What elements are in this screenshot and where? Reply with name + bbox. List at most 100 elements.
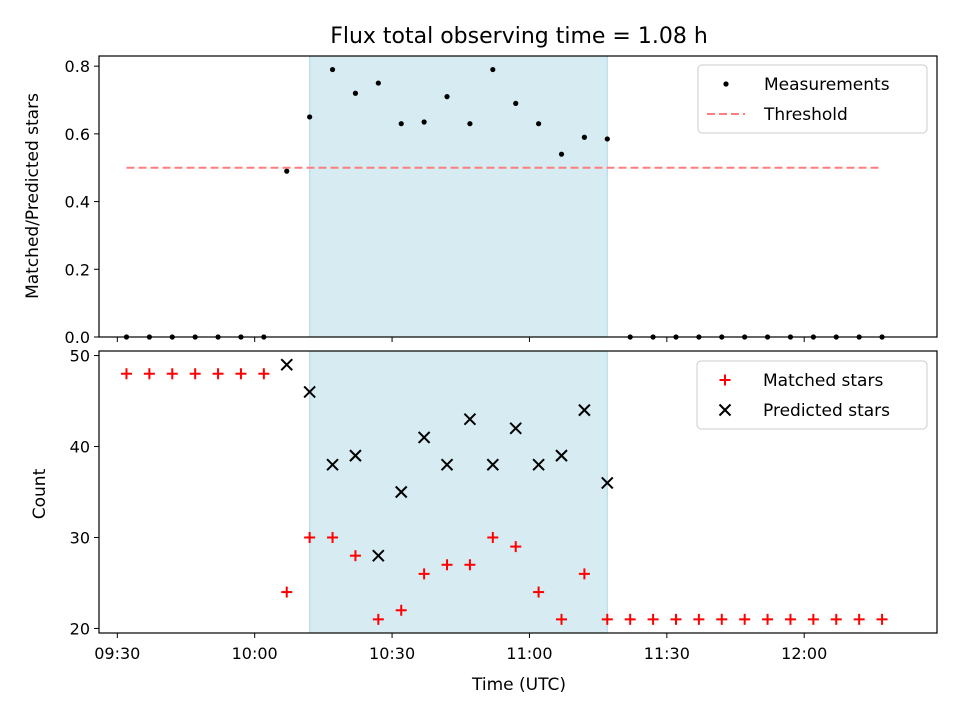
predicted-point [532,458,545,471]
matched-point [784,613,796,625]
measurement-point [536,121,542,127]
x-tick-label: 11:30 [644,644,690,663]
legend-label: Measurements [764,75,890,95]
y-tick-label: 0.8 [65,57,90,76]
x-axis-label: Time (UTC) [471,675,566,695]
measurement-point [444,94,450,100]
measurement-point [513,100,519,106]
predicted-point [395,485,408,499]
predicted-point [280,358,293,371]
axes-frame [98,55,938,338]
matched-point [739,613,751,625]
y-tick-label: 30 [70,528,90,547]
predicted-point [555,449,568,462]
matched-point [693,613,705,625]
matched-point [441,559,453,571]
matched-point [212,368,224,380]
measurement-point [352,90,359,96]
legend-box [697,64,928,134]
matched-point [304,531,316,543]
y-tick-label: 20 [70,619,90,638]
x-tick-label: 11:00 [506,644,552,663]
predicted-point [486,458,500,471]
axes-frame [98,350,938,634]
measurement-point [558,151,565,157]
measurement-point [329,66,336,73]
matched-point [166,368,178,380]
legend-box [696,360,928,430]
matched-point [716,613,728,625]
legend-label: Predicted stars [763,401,890,421]
predicted-point [601,476,614,490]
y-tick-label: 0.0 [65,328,90,347]
measurement-point [490,66,496,73]
matched-point [235,368,247,380]
chart-title: Flux total observing time = 1.08 h [330,24,708,49]
measurement-point [375,80,381,86]
matched-point [349,550,361,562]
matched-point [807,613,819,625]
y-tick-label: 0.6 [65,125,90,144]
matched-point [418,568,430,580]
measurement-point [421,119,427,125]
matched-point [143,368,155,380]
highlight-span [309,350,608,634]
matched-point [853,613,865,625]
x-tick-label: 09:30 [94,644,140,663]
x-tick-label: 10:30 [369,644,415,663]
predicted-point [509,422,522,435]
predicted-point [303,385,316,399]
matched-point [556,613,568,625]
matched-point [258,368,270,380]
matched-point [510,541,522,553]
legend: Measurements Threshold [697,64,928,134]
matched-point [670,613,682,625]
matched-point [830,613,842,625]
predicted-point [440,458,454,471]
highlight-span [309,55,608,338]
predicted-point [578,403,591,417]
predicted-point [372,549,385,562]
y-tick-label: 40 [70,438,90,457]
y-tick-label: 0.4 [65,193,90,212]
legend-measurement-marker [723,81,729,87]
matched-point [464,559,476,571]
predicted-point [349,449,362,462]
bottom-panel: 20 30 40 50 09:30 10:00 10:30 11:00 11:30 12:00 Ma… [70,347,938,663]
matched-point [624,613,636,625]
matched-point [120,368,132,380]
predicted-point [463,413,477,426]
matched-point [372,613,384,625]
matched-point [327,531,339,543]
y-tick-label: 0.2 [65,260,90,279]
matched-point [281,586,293,598]
measurement-point [284,168,290,174]
bottom-ylabel: Count [30,468,50,519]
legend-label: Threshold [763,105,848,125]
predicted-point [417,431,431,444]
matched-point [876,613,888,625]
y-tick-label: 50 [70,347,90,366]
measurement-point [398,121,404,127]
matched-point [189,368,201,380]
matched-point [487,531,499,543]
x-tick-label: 10:00 [232,644,278,663]
top-ylabel: Matched/Predicted stars [23,93,43,299]
legend-label: Matched stars [763,371,883,391]
matched-point [578,568,590,580]
predicted-point [326,458,339,471]
x-tick-label: 12:00 [781,644,827,663]
matched-point [533,586,545,598]
measurement-point [467,121,473,127]
matched-point [762,613,774,625]
matched-point [601,613,613,625]
legend-predicted-marker [718,403,732,417]
measurement-point [307,114,313,120]
measurement-point [581,134,587,140]
matched-point [647,613,659,625]
matched-point [395,604,407,616]
measurement-point [604,136,610,142]
legend: Matched stars Predicted stars [696,360,928,430]
top-panel: 0.0 0.2 0.4 0.6 0.8 Measurements Threshold [65,55,938,347]
